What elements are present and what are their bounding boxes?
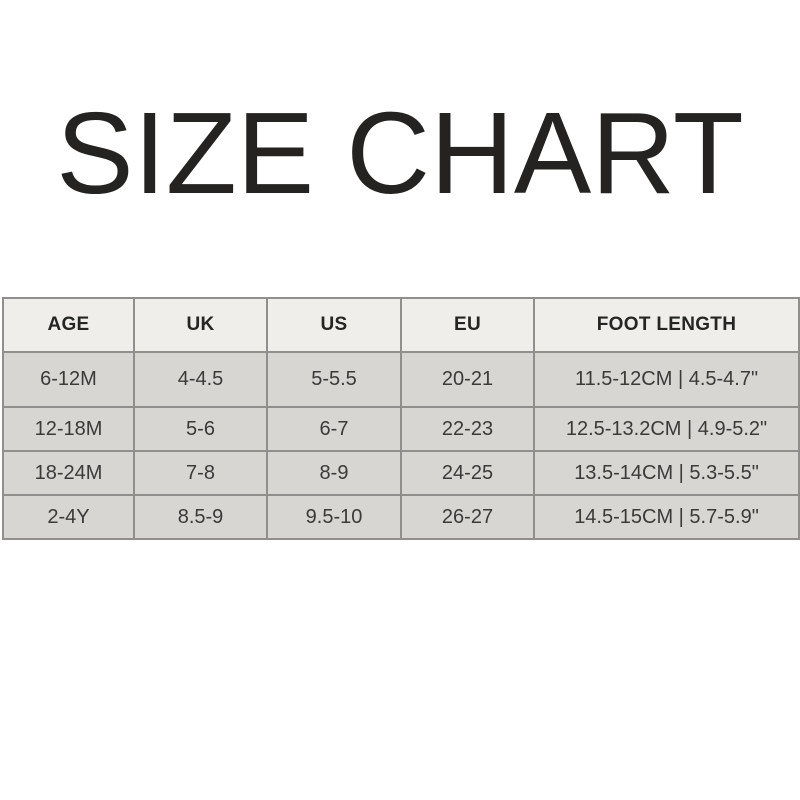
cell-uk: 7-8	[133, 450, 268, 496]
cell-us: 5-5.5	[266, 351, 402, 408]
cell-uk: 4-4.5	[133, 351, 268, 408]
table-row: 2-4Y 8.5-9 9.5-10 26-27 14.5-15CM | 5.7-…	[2, 494, 800, 540]
page-title: SIZE CHART	[56, 88, 744, 218]
cell-eu: 26-27	[400, 494, 535, 540]
cell-us: 6-7	[266, 406, 402, 452]
cell-age: 18-24M	[2, 450, 135, 496]
cell-uk: 5-6	[133, 406, 268, 452]
table-row: 18-24M 7-8 8-9 24-25 13.5-14CM | 5.3-5.5…	[2, 450, 800, 496]
cell-us: 8-9	[266, 450, 402, 496]
cell-eu: 22-23	[400, 406, 535, 452]
table-row: 12-18M 5-6 6-7 22-23 12.5-13.2CM | 4.9-5…	[2, 406, 800, 452]
cell-foot-length: 11.5-12CM | 4.5-4.7"	[533, 351, 800, 408]
table-body: 6-12M 4-4.5 5-5.5 20-21 11.5-12CM | 4.5-…	[2, 351, 800, 540]
cell-eu: 24-25	[400, 450, 535, 496]
header-us: US	[266, 297, 402, 353]
size-chart-table: AGE UK US EU FOOT LENGTH 6-12M 4-4.5 5-5…	[2, 297, 800, 540]
cell-age: 6-12M	[2, 351, 135, 408]
cell-uk: 8.5-9	[133, 494, 268, 540]
cell-foot-length: 12.5-13.2CM | 4.9-5.2"	[533, 406, 800, 452]
header-eu: EU	[400, 297, 535, 353]
cell-us: 9.5-10	[266, 494, 402, 540]
cell-age: 12-18M	[2, 406, 135, 452]
table-header: AGE UK US EU FOOT LENGTH	[2, 297, 800, 353]
cell-age: 2-4Y	[2, 494, 135, 540]
header-age: AGE	[2, 297, 135, 353]
header-uk: UK	[133, 297, 268, 353]
cell-foot-length: 13.5-14CM | 5.3-5.5"	[533, 450, 800, 496]
header-row: AGE UK US EU FOOT LENGTH	[2, 297, 800, 353]
cell-foot-length: 14.5-15CM | 5.7-5.9"	[533, 494, 800, 540]
cell-eu: 20-21	[400, 351, 535, 408]
header-foot-length: FOOT LENGTH	[533, 297, 800, 353]
table-row: 6-12M 4-4.5 5-5.5 20-21 11.5-12CM | 4.5-…	[2, 351, 800, 408]
